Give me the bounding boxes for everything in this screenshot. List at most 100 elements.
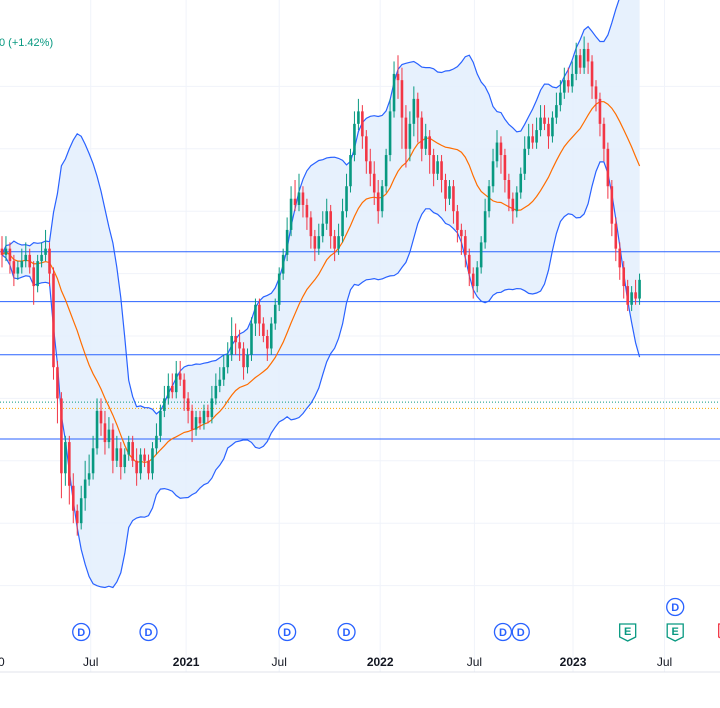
x-tick-label-0: 20 xyxy=(0,655,5,669)
x-tick-label-5: Jul xyxy=(467,655,482,669)
candle-9 xyxy=(36,254,39,293)
candle-143 xyxy=(566,67,570,93)
candle-body xyxy=(586,48,590,62)
candle-body xyxy=(238,342,241,349)
event-circle-icon xyxy=(337,622,356,642)
candle-body xyxy=(186,398,190,411)
candle-77 xyxy=(305,198,309,230)
candle-68 xyxy=(269,317,273,355)
event-marker-d-3[interactable]: D xyxy=(337,622,356,642)
event-marker-d-9[interactable]: D xyxy=(666,597,685,617)
event-markers[interactable]: DDDDDDEEED xyxy=(72,597,720,642)
candle-32 xyxy=(127,435,131,461)
candle-body xyxy=(467,254,471,274)
candle-96 xyxy=(380,180,384,218)
candle-158 xyxy=(626,279,629,312)
candle-63 xyxy=(250,317,253,361)
candle-body xyxy=(353,123,356,156)
candle-body xyxy=(436,161,439,174)
candle-body xyxy=(491,161,495,187)
candle-body xyxy=(99,410,103,424)
candle-body xyxy=(262,323,265,336)
candle-body xyxy=(190,410,194,430)
candle-body xyxy=(634,292,637,299)
candle-body xyxy=(321,223,325,237)
candle-78 xyxy=(309,211,313,249)
candle-body xyxy=(531,136,534,143)
candle-28 xyxy=(111,423,115,474)
candle-body xyxy=(155,435,158,449)
candle-59 xyxy=(234,323,237,355)
candle-body xyxy=(471,273,475,287)
candle-85 xyxy=(337,223,340,255)
candle-115 xyxy=(456,204,459,243)
candle-131 xyxy=(519,167,523,199)
candle-6 xyxy=(24,242,28,268)
candle-body xyxy=(329,211,332,237)
candle-body xyxy=(258,304,261,324)
candle-body xyxy=(594,86,598,99)
event-marker-d-0[interactable]: D xyxy=(72,622,91,642)
candle-153 xyxy=(606,142,610,199)
candle-87 xyxy=(345,173,348,218)
candle-body xyxy=(277,273,281,305)
candle-body xyxy=(266,336,269,349)
event-marker-e-7[interactable]: E xyxy=(666,623,684,642)
candle-56 xyxy=(222,354,226,386)
event-circle-icon xyxy=(139,622,158,642)
event-marker-d-4[interactable]: D xyxy=(493,622,513,642)
event-marker-d-5[interactable]: D xyxy=(511,622,530,642)
candle-60 xyxy=(238,329,241,361)
candle-135 xyxy=(535,117,538,149)
candle-71 xyxy=(281,248,285,280)
candle-body xyxy=(147,460,150,474)
candle-body xyxy=(12,261,16,274)
candle-12 xyxy=(48,242,51,287)
event-marker-d-2[interactable]: D xyxy=(277,622,297,642)
event-letter: E xyxy=(624,626,631,638)
candle-149 xyxy=(590,55,594,99)
event-marker-d-1[interactable]: D xyxy=(139,622,158,642)
candle-57 xyxy=(226,342,230,374)
candle-body xyxy=(214,385,218,399)
candle-34 xyxy=(135,448,138,486)
candle-body xyxy=(464,236,467,255)
bollinger-basis-line xyxy=(1,101,641,464)
candle-146 xyxy=(578,48,582,74)
x-tick-label-3: Jul xyxy=(272,655,287,669)
candle-body xyxy=(83,479,87,499)
candle-23 xyxy=(91,435,95,480)
candle-body xyxy=(234,336,237,343)
candle-body xyxy=(416,98,420,118)
candle-body xyxy=(618,248,622,268)
candle-body xyxy=(254,304,257,324)
event-circle-icon xyxy=(72,622,91,642)
candle-body xyxy=(630,292,633,305)
candle-body xyxy=(392,73,396,112)
candle-body xyxy=(349,155,352,187)
candle-125 xyxy=(495,130,499,168)
candle-37 xyxy=(147,454,150,480)
candle-41 xyxy=(163,385,166,418)
candle-140 xyxy=(555,92,558,124)
candle-body xyxy=(404,117,408,149)
candle-body xyxy=(111,429,115,461)
candle-3 xyxy=(12,254,16,287)
candle-67 xyxy=(266,329,269,361)
candle-body xyxy=(333,236,336,249)
candle-137 xyxy=(543,105,546,131)
candle-body xyxy=(151,448,154,474)
candle-body xyxy=(590,61,594,87)
event-marker-e-6[interactable]: E xyxy=(619,623,637,642)
candle-body xyxy=(305,204,309,218)
candle-body xyxy=(309,217,313,237)
candle-body xyxy=(230,336,233,355)
candle-body xyxy=(357,111,360,124)
candle-148 xyxy=(586,42,590,74)
candle-body xyxy=(551,117,554,137)
candle-body xyxy=(555,105,558,118)
candle-body xyxy=(523,148,527,174)
candle-127 xyxy=(503,148,507,193)
candle-108 xyxy=(428,130,431,174)
